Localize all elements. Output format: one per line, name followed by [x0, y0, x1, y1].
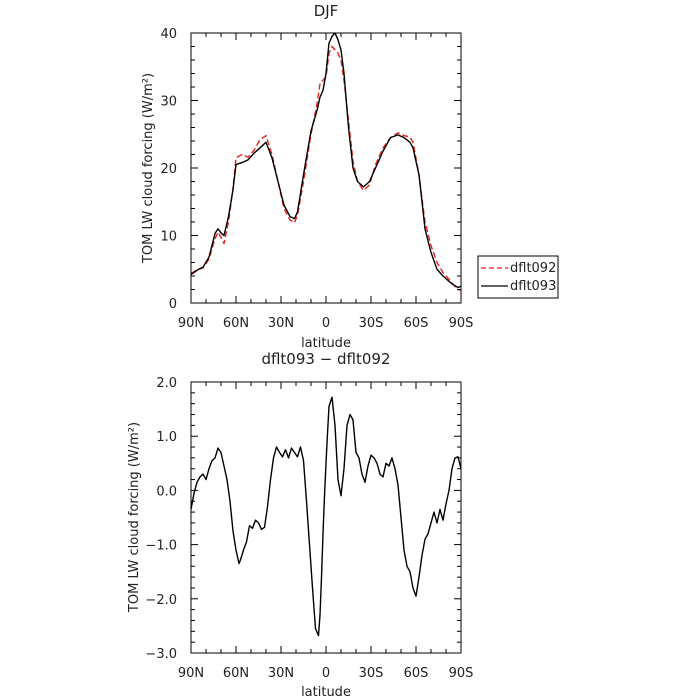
top-xtick-label: 60S [404, 316, 429, 331]
top-xtick-label: 0 [322, 316, 330, 331]
bottom-xtick-label: 90S [449, 666, 474, 681]
top-xtick-label: 90S [449, 316, 474, 331]
top-series-line-dflt092 [190, 45, 462, 291]
bottom-x-axis-label: latitude [301, 685, 351, 700]
legend-label-dflt093: dflt093 [510, 279, 556, 294]
top-xtick-label: 30S [359, 316, 384, 331]
top-xtick-label: 90N [178, 316, 204, 331]
bottom-ytick-label: 1.0 [156, 430, 177, 445]
bottom-ytick-label: 2.0 [156, 376, 177, 391]
top-xtick-label: 30N [268, 316, 294, 331]
top-y-axis-label: TOM LW cloud forcing (W/m²) [141, 73, 156, 264]
top-ytick-label: 0 [169, 297, 177, 312]
bottom-xtick-label: 0 [322, 666, 330, 681]
legend-box [477, 255, 559, 299]
bottom-xtick-label: 30S [359, 666, 384, 681]
bottom-series-line-series-0 [190, 396, 462, 637]
top-ytick-label: 40 [160, 27, 177, 42]
bottom-ytick-label: 0.0 [156, 484, 177, 499]
legend: dflt092 dflt093 [477, 255, 559, 299]
top-chart-title: DJF [314, 2, 339, 20]
top-x-axis-label: latitude [301, 336, 351, 351]
top-xtick-label: 60N [223, 316, 249, 331]
bottom-chart-title: dflt093 − dflt092 [261, 350, 390, 368]
bottom-xtick-label: 90N [178, 666, 204, 681]
bottom-ytick-label: −2.0 [145, 593, 177, 608]
bottom-xtick-label: 60S [404, 666, 429, 681]
bottom-ytick-label: −3.0 [145, 647, 177, 662]
top-ytick-label: 30 [160, 95, 177, 110]
top-panel: DJF 0 10 20 30 40 90N 60N 30N 0 30S 60S 90S latitu… [141, 2, 473, 351]
bottom-panel: dflt093 − dflt092 −3.0−2.0−1.00.01.02.0 … [127, 350, 473, 700]
bottom-xtick-label: 60N [223, 666, 249, 681]
bottom-y-axis-label: TOM LW cloud forcing (W/m²) [127, 422, 142, 613]
top-ytick-label: 20 [160, 162, 177, 177]
bottom-ytick-label: −1.0 [145, 539, 177, 554]
legend-label-dflt092: dflt092 [510, 261, 556, 276]
top-series-line-dflt093 [190, 32, 462, 289]
top-ytick-label: 10 [160, 230, 177, 245]
bottom-xtick-label: 30N [268, 666, 294, 681]
